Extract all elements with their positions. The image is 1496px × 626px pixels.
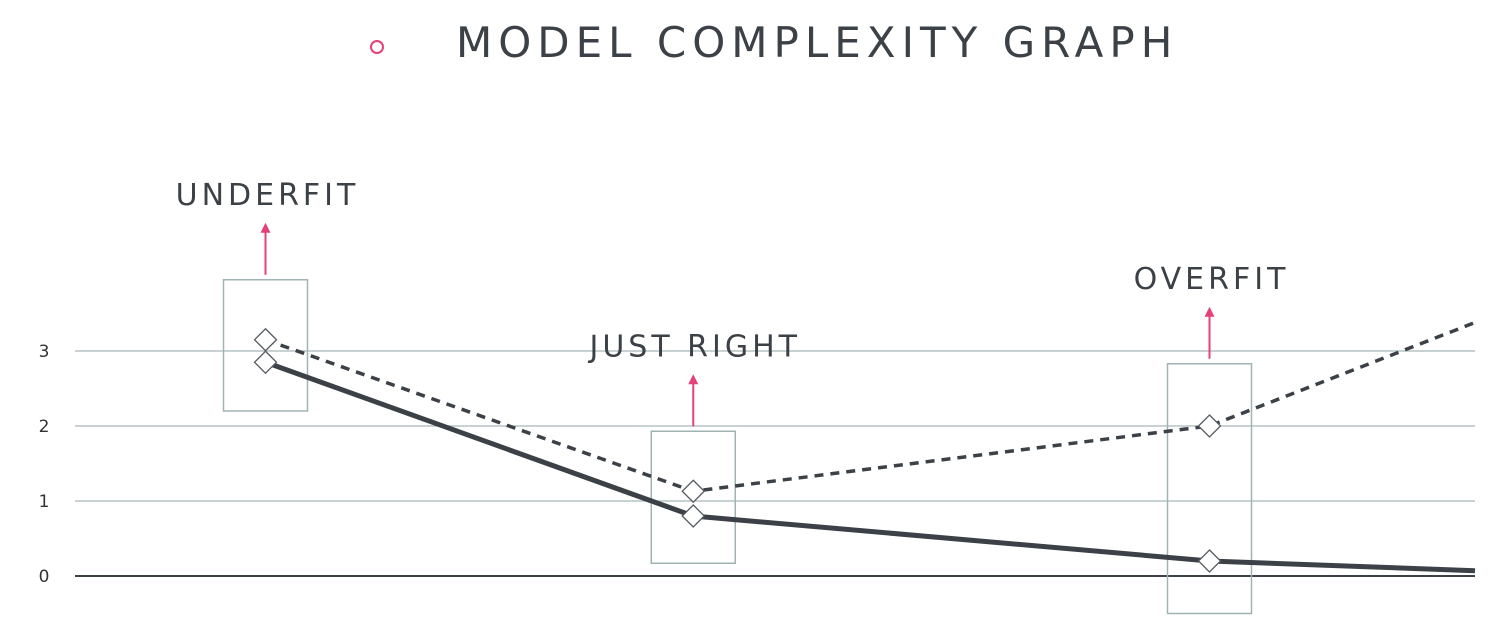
y-tick-label-0: 0 <box>39 567 50 587</box>
data-point-solid-0 <box>253 350 278 375</box>
data-point-dashed-2 <box>1197 414 1222 438</box>
annotation-box-1 <box>650 430 736 564</box>
data-point-dashed-0 <box>253 327 278 352</box>
title-bullet-icon <box>370 40 384 54</box>
annotation-box-2 <box>1166 363 1253 615</box>
data-point-dashed-1 <box>681 479 706 504</box>
y-tick-label-1: 1 <box>39 492 50 512</box>
chart-title-row: MODEL COMPLEXITY GRAPH <box>0 0 1496 100</box>
y-tick-label-2: 2 <box>39 417 50 437</box>
y-tick-label-3: 3 <box>39 342 50 362</box>
annotation-label-2: OVERFIT <box>1134 262 1290 297</box>
annotation-label-1: JUST RIGHT <box>587 329 801 364</box>
data-point-solid-1 <box>681 504 706 528</box>
annotation-box-0 <box>222 279 309 412</box>
series-line-dashed <box>264 320 1476 493</box>
annotation-label-0: UNDERFIT <box>176 178 360 213</box>
series-line-solid <box>264 359 1476 574</box>
chart-title: MODEL COMPLEXITY GRAPH <box>456 18 1179 67</box>
data-point-solid-2 <box>1197 549 1222 573</box>
